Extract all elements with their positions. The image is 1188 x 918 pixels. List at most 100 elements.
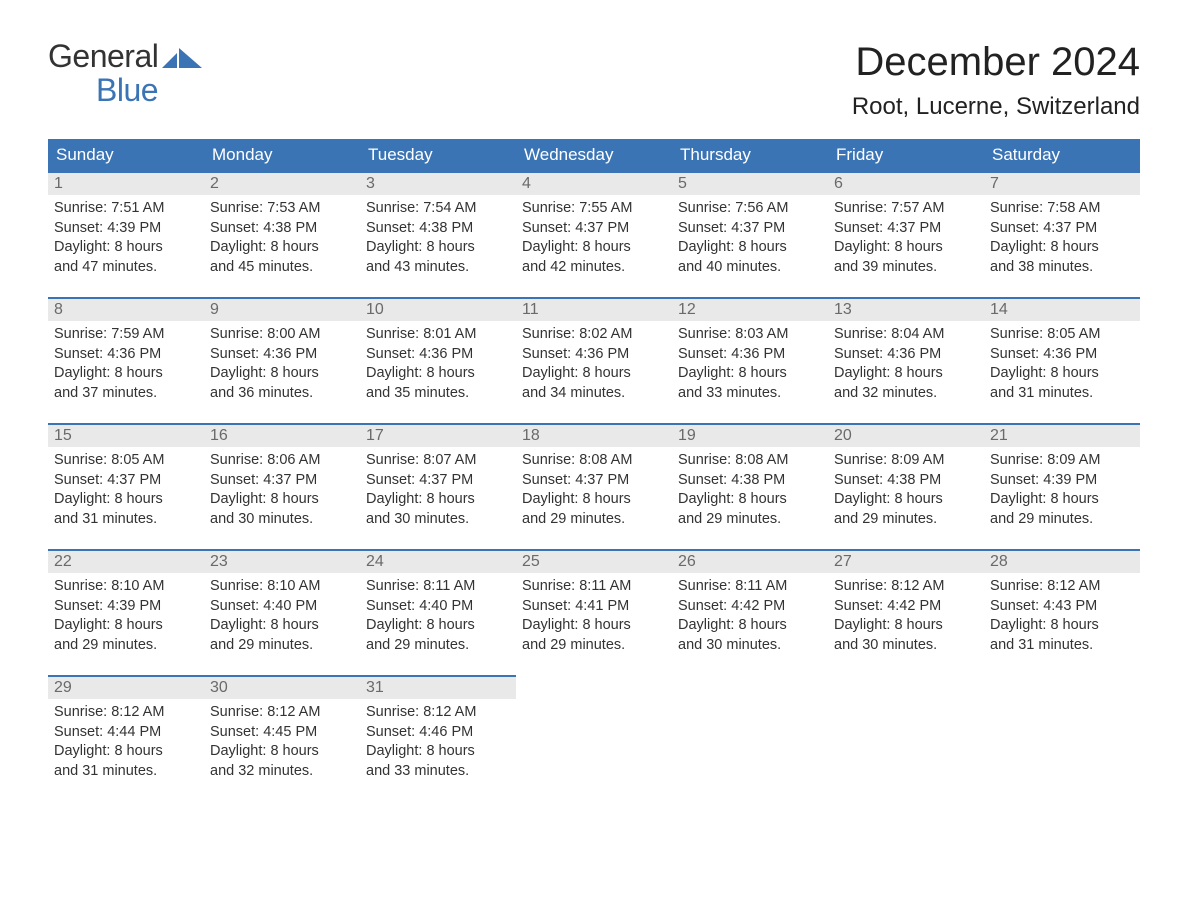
day-sunset: Sunset: 4:40 PM (210, 597, 354, 617)
day-cell: 12Sunrise: 8:03 AMSunset: 4:36 PMDayligh… (672, 297, 828, 405)
day-sunrise: Sunrise: 8:06 AM (210, 451, 354, 471)
day-cell: 23Sunrise: 8:10 AMSunset: 4:40 PMDayligh… (204, 549, 360, 657)
day-cell: 26Sunrise: 8:11 AMSunset: 4:42 PMDayligh… (672, 549, 828, 657)
day-sunset: Sunset: 4:44 PM (54, 723, 198, 743)
day-dl2: and 45 minutes. (210, 258, 354, 278)
day-dl2: and 37 minutes. (54, 384, 198, 404)
day-cell: 21Sunrise: 8:09 AMSunset: 4:39 PMDayligh… (984, 423, 1140, 531)
day-cell: 6Sunrise: 7:57 AMSunset: 4:37 PMDaylight… (828, 171, 984, 279)
day-sunrise: Sunrise: 8:03 AM (678, 325, 822, 345)
day-body: Sunrise: 7:56 AMSunset: 4:37 PMDaylight:… (672, 195, 828, 277)
day-cell: 14Sunrise: 8:05 AMSunset: 4:36 PMDayligh… (984, 297, 1140, 405)
day-cell: 30Sunrise: 8:12 AMSunset: 4:45 PMDayligh… (204, 675, 360, 783)
day-cell (828, 675, 984, 783)
day-cell: 15Sunrise: 8:05 AMSunset: 4:37 PMDayligh… (48, 423, 204, 531)
day-sunset: Sunset: 4:36 PM (54, 345, 198, 365)
day-body: Sunrise: 8:01 AMSunset: 4:36 PMDaylight:… (360, 321, 516, 403)
day-dl2: and 33 minutes. (678, 384, 822, 404)
day-number: 9 (204, 299, 360, 321)
weekday-header-row: SundayMondayTuesdayWednesdayThursdayFrid… (48, 139, 1140, 171)
day-dl1: Daylight: 8 hours (990, 616, 1134, 636)
day-body: Sunrise: 8:12 AMSunset: 4:45 PMDaylight:… (204, 699, 360, 781)
day-sunrise: Sunrise: 8:12 AM (210, 703, 354, 723)
day-sunrise: Sunrise: 8:11 AM (366, 577, 510, 597)
day-dl2: and 47 minutes. (54, 258, 198, 278)
day-dl1: Daylight: 8 hours (366, 490, 510, 510)
day-cell: 5Sunrise: 7:56 AMSunset: 4:37 PMDaylight… (672, 171, 828, 279)
weekday-header-cell: Monday (204, 139, 360, 171)
day-dl1: Daylight: 8 hours (54, 490, 198, 510)
day-dl2: and 42 minutes. (522, 258, 666, 278)
day-number: 21 (984, 425, 1140, 447)
day-body: Sunrise: 8:12 AMSunset: 4:46 PMDaylight:… (360, 699, 516, 781)
day-body: Sunrise: 8:04 AMSunset: 4:36 PMDaylight:… (828, 321, 984, 403)
day-cell: 13Sunrise: 8:04 AMSunset: 4:36 PMDayligh… (828, 297, 984, 405)
day-sunrise: Sunrise: 8:08 AM (522, 451, 666, 471)
title-block: December 2024 Root, Lucerne, Switzerland (852, 40, 1140, 121)
day-dl1: Daylight: 8 hours (834, 616, 978, 636)
day-cell: 25Sunrise: 8:11 AMSunset: 4:41 PMDayligh… (516, 549, 672, 657)
day-dl1: Daylight: 8 hours (522, 490, 666, 510)
day-sunset: Sunset: 4:36 PM (366, 345, 510, 365)
day-number: 26 (672, 551, 828, 573)
day-sunrise: Sunrise: 8:00 AM (210, 325, 354, 345)
day-body: Sunrise: 8:12 AMSunset: 4:44 PMDaylight:… (48, 699, 204, 781)
day-dl1: Daylight: 8 hours (678, 364, 822, 384)
day-number: 30 (204, 677, 360, 699)
calendar: SundayMondayTuesdayWednesdayThursdayFrid… (48, 139, 1140, 783)
day-sunrise: Sunrise: 8:09 AM (990, 451, 1134, 471)
day-dl2: and 29 minutes. (366, 636, 510, 656)
day-sunrise: Sunrise: 8:02 AM (522, 325, 666, 345)
day-sunset: Sunset: 4:36 PM (210, 345, 354, 365)
day-dl1: Daylight: 8 hours (210, 616, 354, 636)
day-sunset: Sunset: 4:39 PM (54, 219, 198, 239)
day-number: 27 (828, 551, 984, 573)
logo-mark-icon (162, 46, 206, 68)
day-number: 7 (984, 173, 1140, 195)
day-cell: 22Sunrise: 8:10 AMSunset: 4:39 PMDayligh… (48, 549, 204, 657)
day-sunset: Sunset: 4:37 PM (54, 471, 198, 491)
day-dl1: Daylight: 8 hours (834, 490, 978, 510)
week-row: 1Sunrise: 7:51 AMSunset: 4:39 PMDaylight… (48, 171, 1140, 279)
day-dl1: Daylight: 8 hours (54, 238, 198, 258)
day-sunset: Sunset: 4:41 PM (522, 597, 666, 617)
week-row: 29Sunrise: 8:12 AMSunset: 4:44 PMDayligh… (48, 675, 1140, 783)
day-dl1: Daylight: 8 hours (366, 364, 510, 384)
day-dl2: and 29 minutes. (834, 510, 978, 530)
day-dl1: Daylight: 8 hours (990, 490, 1134, 510)
day-number: 31 (360, 677, 516, 699)
day-dl2: and 31 minutes. (990, 384, 1134, 404)
day-body: Sunrise: 8:08 AMSunset: 4:38 PMDaylight:… (672, 447, 828, 529)
day-body: Sunrise: 8:09 AMSunset: 4:38 PMDaylight:… (828, 447, 984, 529)
day-dl2: and 29 minutes. (522, 510, 666, 530)
day-dl1: Daylight: 8 hours (990, 364, 1134, 384)
day-sunset: Sunset: 4:36 PM (522, 345, 666, 365)
weekday-header-cell: Friday (828, 139, 984, 171)
day-sunset: Sunset: 4:40 PM (366, 597, 510, 617)
day-body: Sunrise: 8:08 AMSunset: 4:37 PMDaylight:… (516, 447, 672, 529)
day-dl2: and 31 minutes. (54, 762, 198, 782)
day-dl1: Daylight: 8 hours (678, 616, 822, 636)
day-sunset: Sunset: 4:37 PM (522, 471, 666, 491)
day-body: Sunrise: 7:51 AMSunset: 4:39 PMDaylight:… (48, 195, 204, 277)
day-body: Sunrise: 8:10 AMSunset: 4:40 PMDaylight:… (204, 573, 360, 655)
weekday-header-cell: Sunday (48, 139, 204, 171)
day-dl2: and 32 minutes. (834, 384, 978, 404)
day-cell: 9Sunrise: 8:00 AMSunset: 4:36 PMDaylight… (204, 297, 360, 405)
day-dl2: and 38 minutes. (990, 258, 1134, 278)
day-sunrise: Sunrise: 7:59 AM (54, 325, 198, 345)
day-dl1: Daylight: 8 hours (210, 490, 354, 510)
day-sunrise: Sunrise: 8:12 AM (834, 577, 978, 597)
day-cell: 4Sunrise: 7:55 AMSunset: 4:37 PMDaylight… (516, 171, 672, 279)
header: General Blue December 2024 Root, Lucerne… (48, 40, 1140, 121)
day-sunrise: Sunrise: 8:05 AM (990, 325, 1134, 345)
day-sunrise: Sunrise: 8:12 AM (366, 703, 510, 723)
day-sunset: Sunset: 4:38 PM (366, 219, 510, 239)
day-cell: 2Sunrise: 7:53 AMSunset: 4:38 PMDaylight… (204, 171, 360, 279)
day-dl2: and 43 minutes. (366, 258, 510, 278)
day-sunrise: Sunrise: 8:07 AM (366, 451, 510, 471)
day-sunrise: Sunrise: 7:58 AM (990, 199, 1134, 219)
day-dl2: and 29 minutes. (54, 636, 198, 656)
month-title: December 2024 (852, 40, 1140, 85)
day-cell: 31Sunrise: 8:12 AMSunset: 4:46 PMDayligh… (360, 675, 516, 783)
